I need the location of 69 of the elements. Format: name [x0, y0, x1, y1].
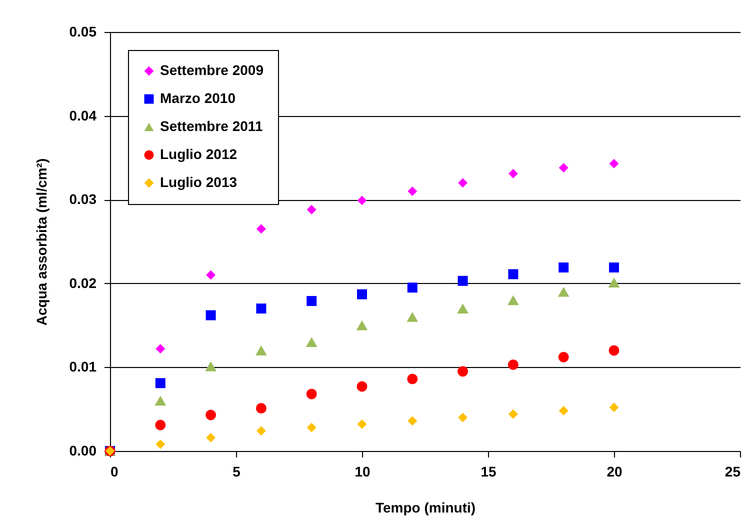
- point: [407, 282, 418, 293]
- point: [458, 412, 468, 422]
- point: [206, 270, 216, 280]
- point: [406, 312, 418, 322]
- point: [457, 304, 468, 314]
- legend-label: Settembre 2009: [160, 62, 264, 78]
- point: [256, 346, 267, 356]
- point: [356, 320, 368, 330]
- point: [156, 440, 166, 450]
- y-tick-label: 0.04: [69, 107, 97, 124]
- x-axis-title: Tempo (minuti): [375, 500, 476, 516]
- point: [508, 269, 518, 280]
- x-tick-label: 10: [354, 464, 370, 480]
- point: [206, 410, 216, 420]
- point: [608, 278, 620, 288]
- point: [558, 352, 569, 362]
- point: [306, 337, 318, 347]
- y-axis-title: Acqua assorbita (ml/cm²): [33, 158, 50, 326]
- point: [608, 345, 620, 356]
- point: [156, 344, 166, 354]
- point: [609, 402, 619, 412]
- point: [306, 422, 316, 432]
- point: [508, 409, 518, 419]
- point: [558, 262, 569, 272]
- point: [256, 403, 266, 414]
- x-tick-label: 0: [110, 464, 118, 480]
- point: [306, 388, 317, 400]
- legend-label: Marzo 2010: [160, 90, 236, 106]
- point: [458, 276, 468, 286]
- point: [306, 296, 317, 306]
- point: [154, 396, 166, 406]
- point: [306, 204, 316, 214]
- point: [205, 361, 216, 372]
- y-tick-label: 0.00: [69, 442, 97, 458]
- point: [256, 304, 266, 314]
- point: [408, 416, 418, 426]
- point: [357, 289, 367, 300]
- point: [357, 419, 367, 429]
- x-tick-label: 5: [232, 464, 241, 480]
- legend-label: Settembre 2011: [160, 118, 263, 134]
- y-tick-label: 0.03: [69, 191, 97, 208]
- point: [508, 359, 518, 370]
- point: [155, 420, 166, 430]
- x-tick-label: 15: [480, 464, 496, 480]
- point: [155, 378, 166, 388]
- point: [609, 262, 619, 272]
- legend-label: Luglio 2012: [160, 146, 238, 162]
- point: [458, 178, 468, 188]
- point: [408, 186, 418, 196]
- point: [609, 158, 619, 168]
- point: [407, 374, 418, 384]
- y-tick-label: 0.02: [69, 274, 97, 291]
- point: [206, 432, 216, 442]
- point: [357, 196, 367, 206]
- point: [508, 295, 519, 306]
- point: [356, 381, 368, 392]
- point: [256, 426, 266, 436]
- x-tick-label: 20: [606, 464, 622, 480]
- point: [558, 163, 568, 172]
- point: [558, 286, 570, 297]
- point: [558, 406, 568, 416]
- point: [206, 310, 216, 320]
- point: [458, 366, 468, 377]
- point: [256, 224, 266, 234]
- legend-label: Luglio 2013: [160, 174, 238, 190]
- y-tick-label: 0.01: [69, 358, 97, 375]
- x-tick-label: 25: [724, 464, 741, 480]
- y-tick-label: 0.05: [69, 24, 97, 40]
- point: [508, 168, 518, 178]
